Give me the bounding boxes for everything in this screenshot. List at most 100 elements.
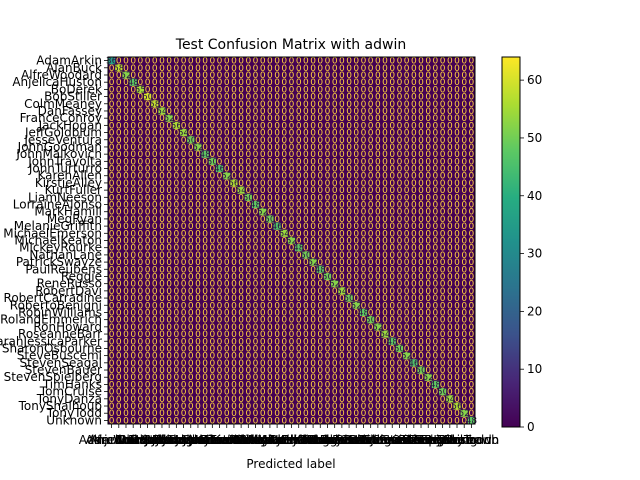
matrix-cell <box>359 114 368 123</box>
matrix-cell <box>388 78 397 87</box>
matrix-cell <box>439 143 447 151</box>
matrix-cell <box>453 136 461 144</box>
matrix-cell <box>316 100 325 108</box>
matrix-cell <box>323 114 332 123</box>
matrix-cell <box>295 179 303 187</box>
matrix-cell <box>403 136 411 144</box>
matrix-cell <box>151 157 159 166</box>
matrix-cell <box>208 71 217 79</box>
matrix-cell <box>122 208 130 216</box>
matrix-cell <box>381 208 389 216</box>
matrix-cell <box>331 64 339 72</box>
matrix-cell <box>309 222 317 231</box>
matrix-cell <box>410 186 418 195</box>
matrix-cell <box>381 222 389 231</box>
matrix-cell <box>244 85 253 94</box>
matrix-cell <box>158 71 166 79</box>
matrix-cell <box>316 57 325 65</box>
matrix-cell <box>251 157 260 166</box>
matrix-cell <box>244 57 253 65</box>
matrix-cell <box>108 57 116 65</box>
matrix-cell <box>467 150 476 159</box>
matrix-cell <box>439 57 447 65</box>
matrix-cell <box>309 208 317 216</box>
matrix-cell <box>158 193 166 202</box>
matrix-cell <box>410 143 418 151</box>
matrix-cell <box>273 215 282 223</box>
matrix-cell <box>208 92 217 101</box>
matrix-cell <box>287 215 296 223</box>
matrix-cell <box>431 193 440 202</box>
matrix-cell <box>331 114 339 123</box>
matrix-cell <box>374 128 382 137</box>
matrix-cell-labels: 360 0 0 0 0 0 0 0 0 0 0 0 0 0 0 0 0 0 0 0 0 0 0 0 0 0 0 0 0 0 0 0 0 0 0 0 0 0… <box>106 57 478 427</box>
matrix-cell <box>410 150 418 159</box>
matrix-cell <box>201 64 210 72</box>
matrix-cell <box>374 179 382 187</box>
matrix-cell <box>122 193 130 202</box>
matrix-cell <box>395 164 404 173</box>
matrix-cell <box>302 85 310 94</box>
matrix-cell <box>223 208 231 216</box>
matrix-cell <box>295 215 303 223</box>
matrix-cell <box>367 136 375 144</box>
matrix-cell <box>194 172 202 180</box>
matrix-cell <box>410 193 418 202</box>
matrix-cell <box>244 186 253 195</box>
matrix-cell <box>136 222 145 231</box>
matrix-cell <box>410 107 418 115</box>
matrix-cell <box>424 78 433 87</box>
matrix-cell <box>136 150 145 159</box>
matrix-cell <box>237 100 246 108</box>
chart-title: Test Confusion Matrix with adwin <box>175 37 406 53</box>
matrix-cell <box>359 150 368 159</box>
matrix-cell <box>410 100 418 108</box>
matrix-cell <box>108 85 116 94</box>
matrix-cell <box>374 143 382 151</box>
matrix-cell <box>165 222 174 231</box>
matrix-cell <box>273 172 282 180</box>
matrix-cell <box>237 136 246 144</box>
matrix-cell <box>201 92 210 101</box>
matrix-cell <box>237 193 246 202</box>
matrix-cell <box>115 179 123 187</box>
matrix-cell <box>309 78 317 87</box>
matrix-cell <box>316 179 325 187</box>
matrix-cell <box>352 64 361 72</box>
matrix-cell <box>215 150 224 159</box>
matrix-cell <box>115 143 123 151</box>
matrix-cell <box>122 107 130 115</box>
matrix-cell <box>108 114 116 123</box>
matrix-cell <box>237 157 246 166</box>
matrix-cell <box>230 208 238 216</box>
matrix-cell <box>165 100 174 108</box>
matrix-cell <box>143 157 152 166</box>
matrix-cell <box>201 179 210 187</box>
matrix-cell <box>302 100 310 108</box>
matrix-cell <box>230 172 238 180</box>
matrix-cell <box>367 100 375 108</box>
matrix-cell <box>460 136 469 144</box>
matrix-cell <box>410 71 418 79</box>
matrix-cell <box>208 164 217 173</box>
matrix-cell <box>424 71 433 79</box>
matrix-cell <box>359 157 368 166</box>
matrix-cell <box>309 200 317 209</box>
matrix-cell <box>187 100 195 108</box>
matrix-cell <box>453 107 461 115</box>
matrix-cell <box>108 150 116 159</box>
matrix-cell <box>136 193 145 202</box>
matrix-cell <box>453 92 461 101</box>
matrix-cell <box>151 208 159 216</box>
matrix-cell <box>201 150 210 159</box>
matrix-cell <box>179 186 188 195</box>
matrix-cell <box>151 100 159 108</box>
matrix-cell <box>179 172 188 180</box>
matrix-cell <box>352 107 361 115</box>
matrix-cell <box>158 114 166 123</box>
matrix-cell <box>395 157 404 166</box>
matrix-cell <box>251 107 260 115</box>
matrix-cell <box>453 150 461 159</box>
matrix-cell <box>165 85 174 94</box>
matrix-cell <box>331 186 339 195</box>
